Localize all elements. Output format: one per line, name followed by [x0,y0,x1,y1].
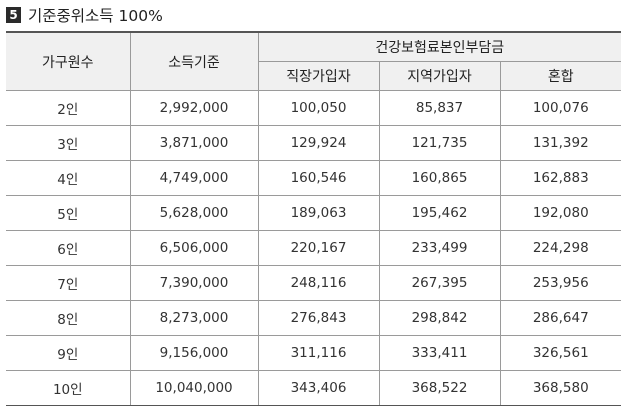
cell-mixed: 131,392 [499,125,622,161]
cell-income: 2,992,000 [129,90,259,126]
cell-employee: 343,406 [257,370,380,406]
table-row: 5인 5,628,000 189,063 195,462 192,080 [6,195,622,231]
table-row: 7인 7,390,000 248,116 267,395 253,956 [6,265,622,301]
cell-mixed: 326,561 [499,335,622,371]
cell-employee: 189,063 [257,195,380,231]
table-body: 2인 2,992,000 100,050 85,837 100,076 3인 3,871,0… [6,90,622,406]
cell-mixed: 192,080 [499,195,622,231]
table-row: 2인 2,992,000 100,050 85,837 100,076 [6,90,622,126]
cell-income: 8,273,000 [129,300,259,336]
cell-household: 3인 [6,125,131,161]
cell-regional: 267,395 [378,265,501,301]
section-heading: 5 기준중위소득 100% [6,3,163,27]
cell-regional: 160,865 [378,160,501,196]
cell-income: 7,390,000 [129,265,259,301]
cell-mixed: 253,956 [499,265,622,301]
cell-mixed: 100,076 [499,90,622,126]
table-row: 8인 8,273,000 276,843 298,842 286,647 [6,300,622,336]
cell-household: 2인 [6,90,131,126]
cell-household: 4인 [6,160,131,196]
cell-regional: 368,522 [378,370,501,406]
cell-household: 10인 [6,370,131,406]
header-income: 소득기준 [129,31,259,91]
cell-mixed: 162,883 [499,160,622,196]
cell-employee: 248,116 [257,265,380,301]
cell-regional: 195,462 [378,195,501,231]
table-row: 3인 3,871,000 129,924 121,735 131,392 [6,125,622,161]
cell-employee: 100,050 [257,90,380,126]
cell-employee: 160,546 [257,160,380,196]
cell-income: 10,040,000 [129,370,259,406]
income-premium-table: 가구원수 소득기준 건강보험료본인부담금 직장가입자 지역가입자 혼합 2인 2,… [6,31,622,406]
header-premium-group: 건강보험료본인부담금 [257,31,622,62]
cell-regional: 233,499 [378,230,501,266]
cell-employee: 220,167 [257,230,380,266]
table-row: 4인 4,749,000 160,546 160,865 162,883 [6,160,622,196]
cell-mixed: 286,647 [499,300,622,336]
cell-household: 8인 [6,300,131,336]
table-row: 9인 9,156,000 311,116 333,411 326,561 [6,335,622,371]
cell-household: 6인 [6,230,131,266]
cell-regional: 333,411 [378,335,501,371]
cell-regional: 85,837 [378,90,501,126]
cell-household: 9인 [6,335,131,371]
section-number-badge: 5 [6,7,21,23]
cell-regional: 121,735 [378,125,501,161]
cell-mixed: 224,298 [499,230,622,266]
section-title: 기준중위소득 100% [28,7,163,25]
cell-employee: 311,116 [257,335,380,371]
cell-household: 5인 [6,195,131,231]
cell-income: 4,749,000 [129,160,259,196]
cell-employee: 129,924 [257,125,380,161]
header-employee: 직장가입자 [258,61,380,91]
header-mixed: 혼합 [499,61,622,91]
cell-mixed: 368,580 [499,370,622,406]
header-row-top: 가구원수 소득기준 건강보험료본인부담금 [6,31,622,91]
cell-employee: 276,843 [257,300,380,336]
header-regional: 지역가입자 [378,61,501,91]
table-row: 6인 6,506,000 220,167 233,499 224,298 [6,230,622,266]
cell-income: 3,871,000 [129,125,259,161]
cell-income: 9,156,000 [129,335,259,371]
cell-regional: 298,842 [378,300,501,336]
cell-income: 6,506,000 [129,230,259,266]
table-row: 10인 10,040,000 343,406 368,522 368,580 [6,370,622,406]
header-household: 가구원수 [6,31,131,91]
cell-income: 5,628,000 [129,195,259,231]
cell-household: 7인 [6,265,131,301]
